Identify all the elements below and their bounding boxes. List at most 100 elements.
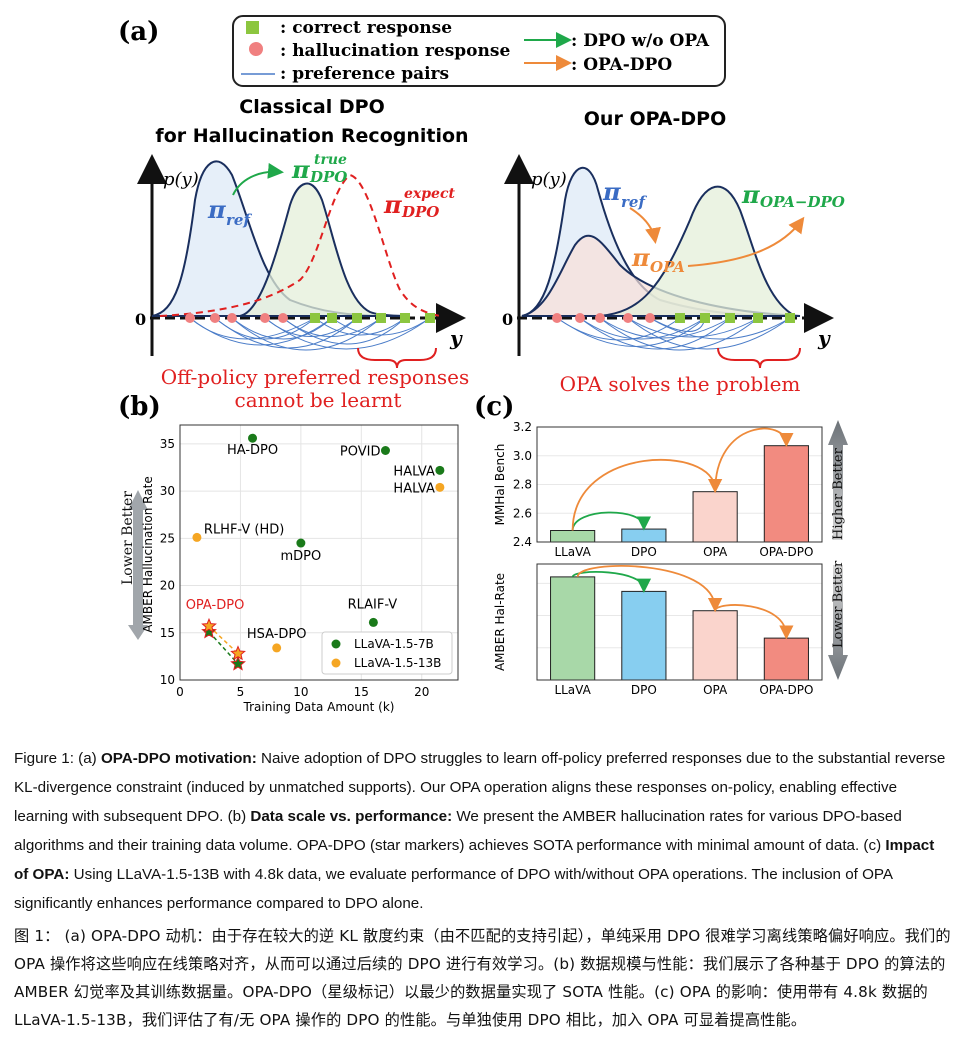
- right-pi-opadpo-label: π OPA−DPO: [741, 180, 845, 211]
- svg-text:Higher Better: Higher Better: [831, 447, 846, 540]
- svg-text:π: π: [631, 243, 650, 272]
- classical-dpo-diagram: Classical DPO for Hallucination Recognit…: [135, 96, 469, 412]
- legend-hallucination: : hallucination response: [280, 41, 510, 61]
- legend-opa-dpo: : OPA-DPO: [571, 55, 672, 75]
- lower-better-arrow-c: Lower Better: [828, 560, 848, 680]
- star-marker: [201, 623, 217, 639]
- svg-text:ref: ref: [226, 211, 252, 229]
- point-label: mDPO: [280, 549, 321, 564]
- right-zero: 0: [502, 310, 513, 329]
- y-tick-label: 3.2: [513, 420, 532, 434]
- svg-text:π: π: [291, 155, 310, 184]
- left-title-line2: for Hallucination Recognition: [155, 125, 468, 147]
- panel-c-label: (c): [474, 392, 514, 422]
- right-pi-ref-label: π ref: [602, 177, 647, 211]
- caption-english: Figure 1: (a) OPA-DPO motivation: Naive …: [14, 744, 952, 918]
- left-y: y: [449, 326, 463, 350]
- svg-text:DPO: DPO: [401, 203, 439, 221]
- left-pi-expect-label: π expect DPO: [383, 186, 455, 221]
- svg-text:π: π: [602, 177, 621, 206]
- legend-marker: [331, 639, 341, 649]
- scatter-point: [380, 446, 390, 455]
- correct-marker: [246, 21, 259, 34]
- y-tick-label: 2.8: [513, 478, 532, 492]
- point-label: RLHF-V (HD): [204, 522, 284, 537]
- x-tick-label: 0: [176, 685, 184, 699]
- bar: [763, 637, 809, 681]
- category-label: DPO: [631, 545, 657, 559]
- right-title: Our OPA-DPO: [584, 108, 726, 130]
- scatter-point: [248, 433, 258, 443]
- x-tick-label: 20: [414, 685, 429, 699]
- svg-text:Lower Better: Lower Better: [120, 491, 136, 585]
- scatter-point: [192, 532, 202, 542]
- amber-bar-chart: LLaVA DPO OPA OPA-DPO AMBER Hal-Rate: [493, 563, 823, 697]
- point-label: HA-DPO: [227, 443, 278, 458]
- category-label: DPO: [631, 683, 657, 697]
- transition-arrow: [571, 458, 723, 531]
- category-label: OPA-DPO: [759, 683, 813, 697]
- star-connector: [208, 631, 239, 665]
- caption-bold-2: Data scale vs. performance:: [250, 808, 453, 825]
- category-label: LLaVA: [554, 683, 591, 697]
- svg-text:π: π: [741, 180, 760, 209]
- x-tick-label: 15: [354, 685, 369, 699]
- left-title-line1: Classical DPO: [239, 96, 384, 118]
- star-marker: [201, 617, 217, 633]
- transition-arrow: [714, 604, 794, 640]
- left-py: p(y): [163, 169, 199, 190]
- x-tick-label: 10: [293, 685, 308, 699]
- legend-correct: : correct response: [280, 18, 452, 38]
- svg-text:true: true: [314, 152, 347, 168]
- bar: [621, 528, 667, 543]
- svg-text:Lower Better: Lower Better: [831, 560, 846, 648]
- hallucination-marker: [249, 42, 263, 56]
- point-label: HALVA: [393, 464, 435, 479]
- legend-dpo-wo-opa: : DPO w/o OPA: [571, 31, 710, 51]
- y-tick-label: 30: [160, 484, 175, 498]
- bar: [763, 445, 809, 543]
- caption-text-2: We present the AMBER hallucination rates…: [14, 808, 902, 854]
- x-tick-label: 5: [237, 685, 245, 699]
- y-tick-label: 2.6: [513, 506, 532, 520]
- y-tick-label: 10: [160, 673, 175, 687]
- svg-text:ref: ref: [621, 193, 647, 211]
- caption-chinese: 图 1： (a) OPA-DPO 动机：由于存在较大的逆 KL 散度约束（由不匹…: [14, 927, 951, 1029]
- svg-text:OPA−DPO: OPA−DPO: [760, 193, 845, 211]
- bar-border: [536, 563, 823, 681]
- panel-b-label: (b): [118, 392, 161, 422]
- svg-text:expect: expect: [404, 186, 455, 202]
- bar: [621, 590, 667, 681]
- transition-arrow: [571, 511, 652, 531]
- left-zero: 0: [135, 310, 146, 329]
- panel-a-legend: : correct response : hallucination respo…: [232, 15, 726, 87]
- y-axis-label: AMBER Hal-Rate: [493, 573, 507, 671]
- y-tick-label: 25: [160, 531, 175, 545]
- right-py: p(y): [531, 169, 567, 190]
- right-y: y: [817, 326, 831, 350]
- scatter-point: [296, 538, 306, 548]
- point-label: HSA-DPO: [247, 627, 307, 642]
- right-note: OPA solves the problem: [560, 372, 801, 396]
- x-axis-label: Training Data Amount (k): [243, 700, 395, 714]
- transition-arrow: [714, 427, 794, 492]
- mmhal-bar-chart: 2.4 2.6 2.8 3.0 3.2 LLaVA DPO OPA OPA-DPO MMHal B…: [493, 420, 823, 559]
- y-axis-label: MMHal Bench: [493, 444, 507, 526]
- right-pi-opa-label: π OPA: [631, 243, 685, 276]
- point-label: POVID: [340, 445, 381, 460]
- point-label: RLAIF-V: [348, 597, 398, 612]
- category-label: OPA: [703, 545, 728, 559]
- left-pi-true-label: π true DPO: [291, 152, 347, 186]
- y-axis-label: AMBER Hallucination Rate: [141, 476, 155, 632]
- star-marker: [230, 645, 246, 661]
- legend-label: LLaVA-1.5-7B: [354, 637, 434, 651]
- svg-text:π: π: [383, 190, 402, 219]
- legend-label: LLaVA-1.5-13B: [354, 656, 441, 670]
- category-label: OPA: [703, 683, 728, 697]
- transition-arrow: [576, 565, 723, 613]
- lower-better-arrow-b: Lower Better: [120, 490, 148, 640]
- y-tick-label: 3.0: [513, 449, 532, 463]
- y-tick-label: 15: [160, 626, 175, 640]
- bar-border: [536, 426, 823, 543]
- legend-pairs: : preference pairs: [280, 64, 449, 84]
